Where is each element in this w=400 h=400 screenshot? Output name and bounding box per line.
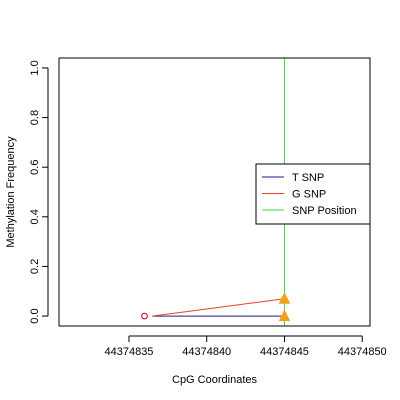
y-tick-label: 0.0 <box>29 308 41 323</box>
triangle-marker <box>278 292 291 304</box>
x-tick-label: 44374840 <box>182 346 231 358</box>
x-tick-label: 44374845 <box>260 346 309 358</box>
legend: T SNP G SNP SNP Position <box>255 163 371 225</box>
y-tick-label: 0.4 <box>29 209 41 224</box>
x-tick-label: 44374835 <box>104 346 153 358</box>
x-tick-label: 44374850 <box>338 346 387 358</box>
data-point <box>141 312 148 320</box>
legend-label: G SNP <box>292 189 326 201</box>
x-axis-title: CpG Coordinates <box>172 374 257 386</box>
y-tick-label: 1.0 <box>29 60 41 75</box>
series-line-g-snp <box>152 298 285 317</box>
y-tick-label: 0.2 <box>29 259 41 274</box>
triangle-marker <box>278 309 291 322</box>
legend-label: SNP Position <box>292 205 357 217</box>
y-axis-title: Methylation Frequency <box>5 136 17 248</box>
y-tick-label: 0.8 <box>29 110 41 125</box>
legend-label: T SNP <box>292 172 324 184</box>
y-tick-label: 0.6 <box>29 160 41 175</box>
